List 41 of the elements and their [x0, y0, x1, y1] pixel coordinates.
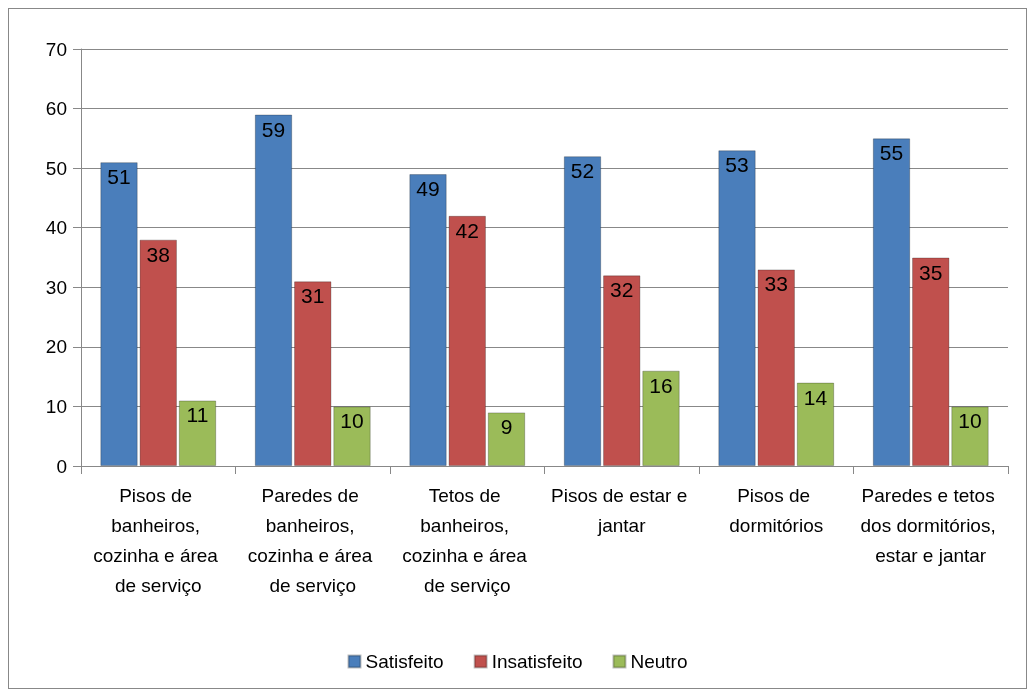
data-label: 10 [340, 409, 364, 433]
legend-label: Neutro [630, 651, 688, 672]
data-label: 16 [649, 373, 673, 397]
bar [178, 400, 217, 466]
legend-label: Insatisfeito [491, 651, 583, 672]
bar [872, 138, 911, 466]
data-label: 59 [261, 117, 286, 141]
data-label: 9 [500, 415, 513, 439]
data-label: 38 [146, 242, 170, 266]
x-tick-label: Tetos de banheiros, cozinha e área de serviço [402, 484, 533, 596]
data-label: 49 [416, 177, 440, 201]
y-tick-label: 70 [45, 38, 67, 60]
x-tick-label: Pisos de banheiros, cozinha e área de serviço [93, 484, 224, 596]
y-tick-label: 40 [45, 217, 67, 239]
y-tick-label: 20 [45, 336, 67, 358]
data-label: 55 [879, 141, 904, 165]
bar [487, 412, 526, 466]
legend-label: Satisfeito [365, 651, 444, 672]
data-label: 14 [803, 385, 828, 409]
x-tick-label: Pisos de dormitórios [729, 484, 824, 536]
data-label: 52 [570, 159, 595, 183]
x-tick-label: Pisos de estar e jantar [550, 484, 693, 536]
x-tick-label: Paredes de banheiros, cozinha e área de serviço [247, 484, 378, 596]
y-tick-label: 60 [45, 98, 67, 120]
data-label: 42 [455, 218, 479, 242]
data-label: 35 [919, 260, 943, 284]
x-tick-label: Paredes e tetos dos dormitórios, estar e jantar [860, 484, 1001, 566]
data-label: 53 [725, 153, 749, 177]
y-tick-label: 10 [45, 395, 67, 417]
data-label: 33 [764, 272, 788, 296]
y-tick-label: 50 [45, 157, 67, 179]
bar [563, 156, 602, 466]
y-tick-label: 30 [45, 276, 67, 298]
data-label: 10 [958, 409, 982, 433]
data-label: 32 [610, 278, 634, 302]
data-label: 51 [107, 165, 131, 189]
data-label: 31 [301, 284, 325, 308]
bar [254, 114, 293, 466]
y-tick-label: 0 [56, 455, 67, 477]
data-label: 11 [186, 403, 209, 427]
bar [796, 382, 835, 466]
